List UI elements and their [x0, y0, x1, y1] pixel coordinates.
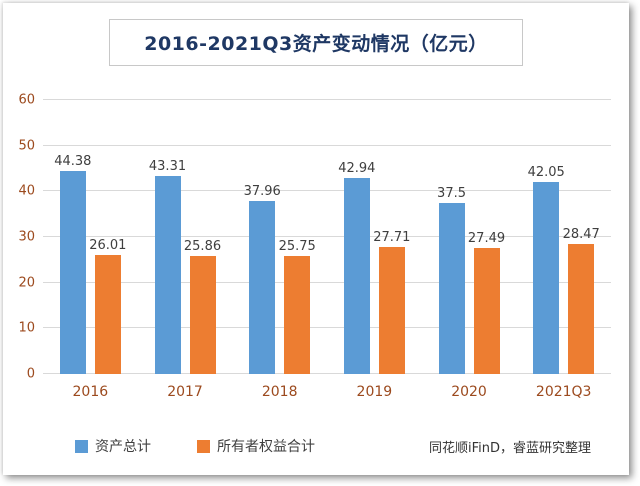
bar-series-0 [154, 176, 181, 374]
gridline [43, 327, 611, 329]
bar-value-label: 37.5 [437, 185, 466, 201]
plot-wrap: 44.38 26.01 43.31 25.86 37.96 25.75 42.94 27.71… [43, 99, 611, 400]
bar-value-label: 44.38 [54, 154, 92, 170]
bar-wrap: 37.96 [244, 100, 281, 374]
chart-title: 2016-2021Q3资产变动情况（亿元） [109, 19, 523, 66]
gridline [43, 99, 611, 100]
chart: 0 10 20 30 40 50 60 44.38 26.01 43.31 25.86 37.96 2… [13, 94, 611, 400]
bar-value-label: 42.05 [527, 164, 565, 180]
bar-series-0 [533, 181, 560, 374]
x-tick-label: 2019 [356, 384, 393, 400]
legend-item-total-assets: 资产总计 [75, 436, 151, 456]
bar-value-label: 37.96 [243, 183, 281, 199]
bar-wrap: 27.71 [373, 100, 410, 374]
bar-series-1 [568, 244, 595, 374]
x-axis: 2016 2017 2018 2019 2020 2021Q3 [43, 374, 611, 400]
gridline [43, 281, 611, 283]
bar-group-2017: 43.31 25.86 [138, 100, 233, 374]
legend-swatch-total-assets [75, 439, 88, 453]
x-tick-label: 2016 [72, 384, 109, 400]
bar-wrap: 42.94 [338, 100, 375, 374]
bar-group-2019: 42.94 27.71 [327, 100, 422, 374]
bar-series-1 [473, 248, 500, 374]
y-tick-label: 20 [18, 275, 35, 291]
bar-group-2021Q3: 42.05 28.47 [516, 100, 611, 374]
bar-series-0 [249, 200, 276, 374]
chart-card: 2016-2021Q3资产变动情况（亿元） 0 10 20 30 40 50 60 44.3… [3, 3, 629, 475]
gridline [43, 236, 611, 237]
bar-group-2018: 37.96 25.75 [232, 100, 327, 374]
bars-layer: 44.38 26.01 43.31 25.86 37.96 25.75 42.94 27.71… [43, 100, 611, 374]
bar-series-0 [59, 171, 86, 374]
legend-label-owners-equity: 所有者权益合计 [217, 439, 315, 455]
y-axis: 0 10 20 30 40 50 60 [13, 94, 43, 381]
bar-wrap: 44.38 [54, 100, 91, 374]
bar-value-label: 26.01 [89, 238, 127, 254]
bar-series-1 [94, 255, 121, 374]
legend-swatch-owners-equity [197, 439, 210, 453]
y-tick-label: 40 [18, 183, 35, 199]
legend-label-total-assets: 资产总计 [95, 439, 151, 455]
bar-wrap: 25.75 [279, 100, 316, 374]
bar-series-0 [343, 177, 370, 374]
plot-area: 44.38 26.01 43.31 25.86 37.96 25.75 42.94 27.71… [43, 99, 611, 374]
y-tick-label: 30 [18, 229, 35, 245]
bar-value-label: 25.75 [278, 239, 316, 255]
bar-wrap: 42.05 [528, 100, 565, 374]
bar-series-0 [438, 202, 465, 374]
bar-value-label: 25.86 [183, 238, 222, 254]
y-tick-label: 10 [18, 320, 35, 336]
bar-group-2020: 37.5 27.49 [422, 100, 517, 374]
gridline [43, 373, 611, 374]
y-tick-label: 50 [18, 138, 35, 154]
gridline [43, 190, 611, 192]
bar-series-1 [284, 256, 311, 374]
source-text: 同花顺iFinD，睿蓝研究整理 [428, 440, 591, 456]
x-tick-label: 2018 [261, 384, 298, 400]
bar-wrap: 25.86 [184, 100, 221, 374]
y-tick-label: 60 [18, 92, 35, 108]
bar-value-label: 42.94 [338, 160, 376, 176]
bar-value-label: 43.31 [148, 159, 187, 175]
bar-series-1 [189, 255, 216, 374]
bar-wrap: 27.49 [468, 100, 505, 374]
bar-value-label: 27.71 [373, 230, 411, 246]
x-tick-label: 2021Q3 [535, 384, 592, 400]
bar-wrap: 26.01 [89, 100, 126, 374]
legend: 资产总计 所有者权益合计 同花顺iFinD，睿蓝研究整理 [75, 436, 591, 456]
y-tick-label: 0 [26, 366, 35, 382]
x-tick-label: 2017 [167, 384, 203, 400]
bar-wrap: 37.5 [437, 100, 466, 374]
legend-item-owners-equity: 所有者权益合计 [197, 436, 315, 456]
bar-value-label: 27.49 [467, 231, 506, 247]
bar-value-label: 28.47 [562, 227, 600, 242]
bar-group-2016: 44.38 26.01 [43, 100, 138, 374]
bar-series-1 [378, 247, 405, 374]
x-tick-label: 2020 [451, 384, 487, 400]
bar-wrap: 43.31 [149, 100, 186, 374]
gridline [43, 144, 611, 146]
bar-wrap: 28.47 [563, 100, 600, 374]
